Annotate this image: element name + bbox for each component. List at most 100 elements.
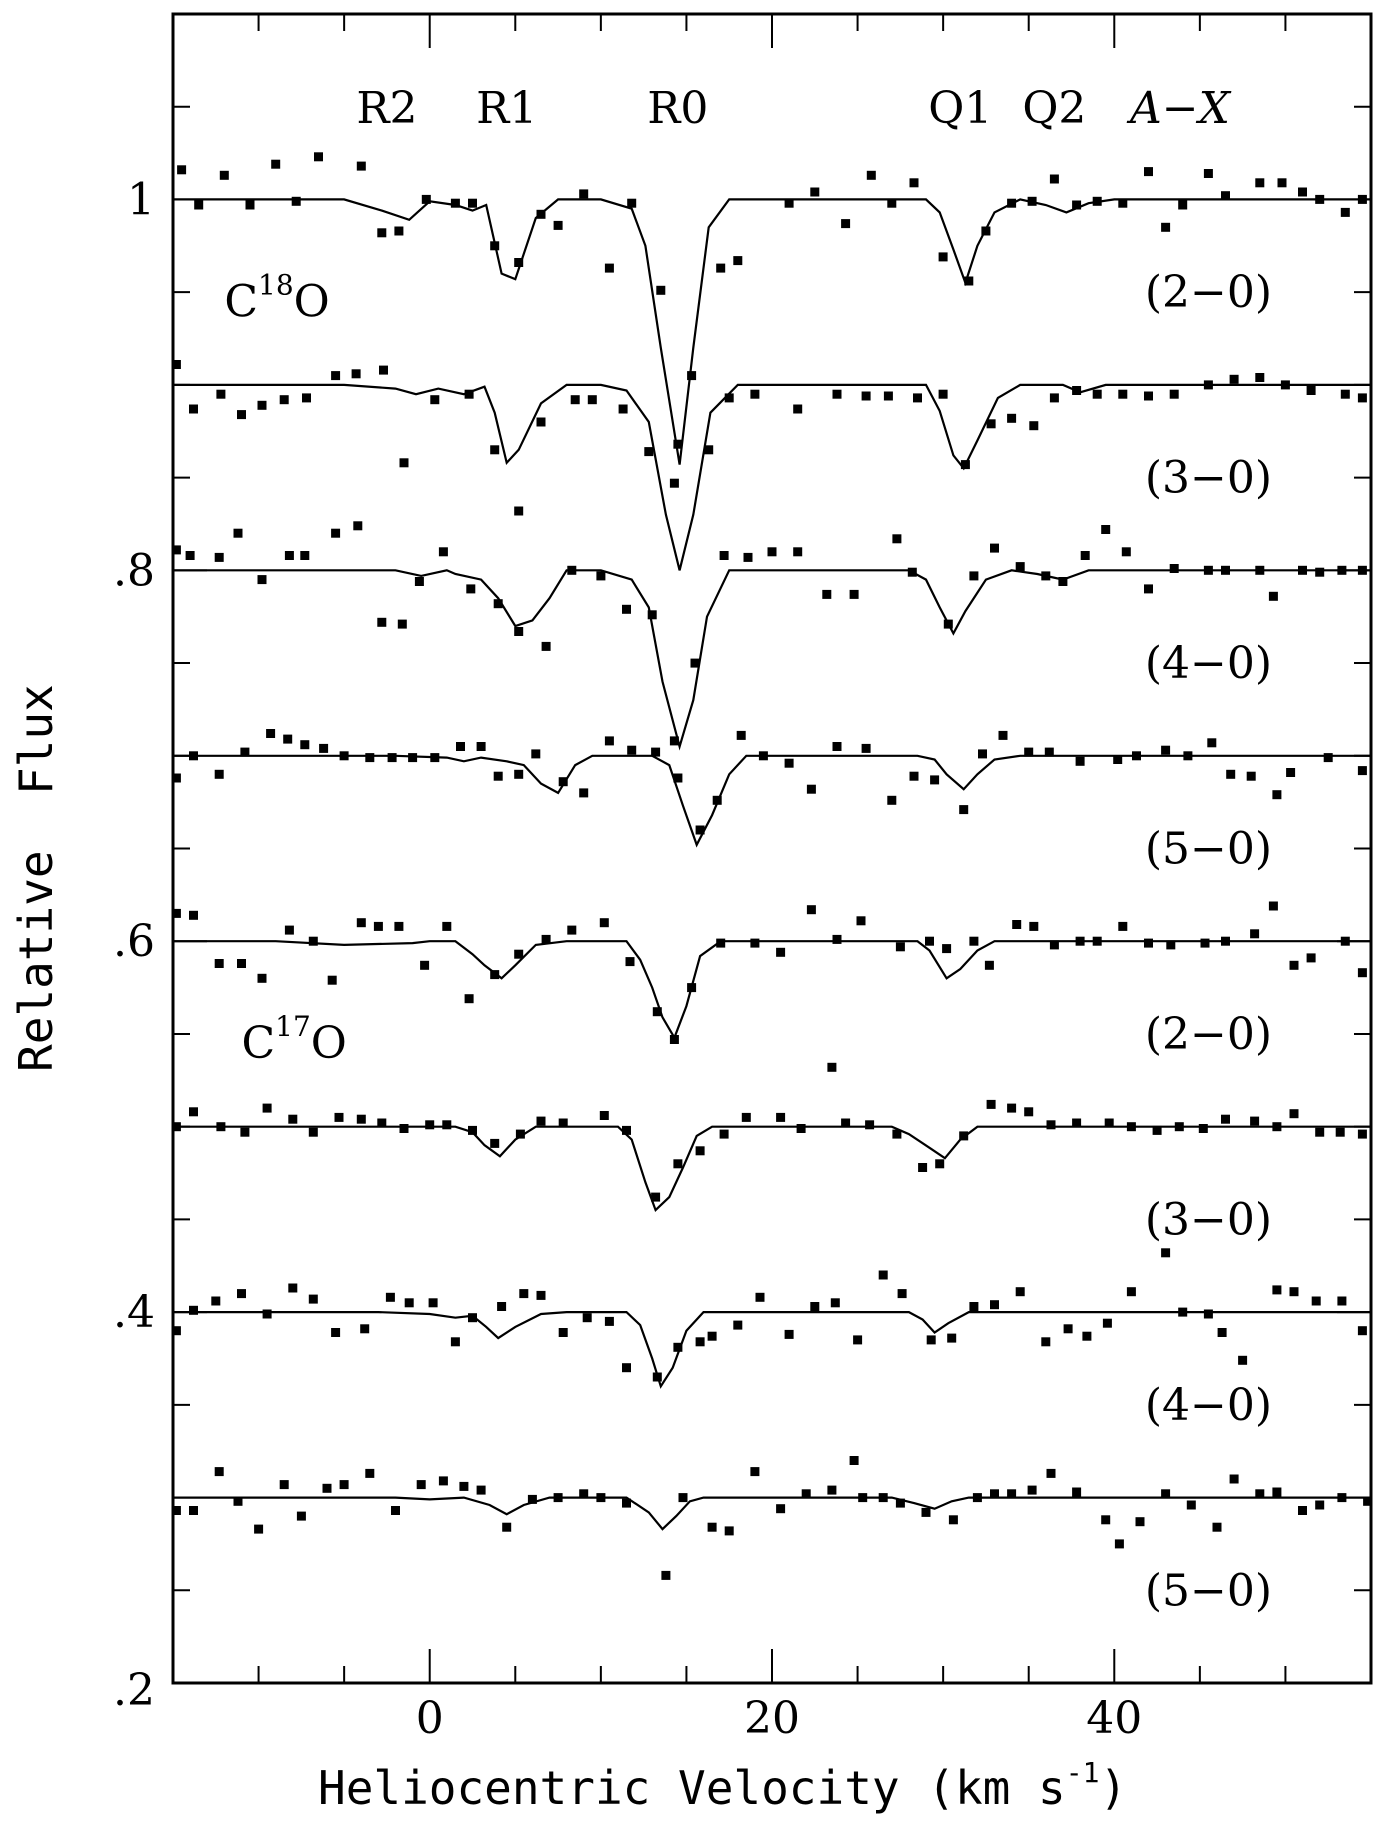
data-point bbox=[1027, 1485, 1037, 1495]
data-point bbox=[719, 1129, 729, 1139]
data-point bbox=[1221, 191, 1230, 201]
data-point bbox=[1311, 1296, 1321, 1306]
data-point bbox=[1221, 936, 1230, 946]
data-point bbox=[673, 1342, 683, 1352]
data-point bbox=[1144, 584, 1153, 594]
data-point bbox=[1024, 1107, 1034, 1117]
data-point bbox=[189, 1506, 198, 1515]
data-point bbox=[1337, 1296, 1347, 1306]
data-point bbox=[322, 1483, 332, 1493]
data-point bbox=[673, 439, 683, 449]
data-point bbox=[399, 458, 409, 468]
data-point bbox=[622, 1125, 631, 1135]
data-point bbox=[1082, 1331, 1092, 1341]
data-point bbox=[1118, 389, 1128, 399]
data-point bbox=[861, 743, 871, 753]
data-point bbox=[861, 391, 871, 401]
data-point bbox=[579, 788, 589, 798]
band-label: (3−0) bbox=[1145, 453, 1272, 504]
data-point bbox=[216, 1122, 226, 1132]
data-point bbox=[373, 921, 383, 931]
data-point bbox=[741, 1112, 751, 1122]
data-point bbox=[887, 795, 897, 805]
data-point bbox=[579, 189, 589, 199]
data-point bbox=[935, 1159, 945, 1169]
data-point bbox=[216, 389, 226, 399]
data-point bbox=[1126, 1287, 1136, 1297]
data-point bbox=[669, 1035, 679, 1044]
data-point bbox=[567, 925, 577, 935]
data-point bbox=[627, 198, 637, 208]
data-point bbox=[1166, 940, 1176, 950]
data-point bbox=[938, 252, 948, 262]
data-point bbox=[189, 1107, 198, 1117]
data-point bbox=[1007, 1103, 1017, 1113]
data-point bbox=[271, 159, 281, 169]
data-point bbox=[194, 200, 204, 210]
data-point bbox=[719, 551, 729, 560]
data-point bbox=[1121, 547, 1131, 557]
band-label: (2−0) bbox=[1145, 1009, 1272, 1060]
data-point bbox=[257, 973, 267, 983]
data-point bbox=[796, 1124, 806, 1133]
line-annotation: R1 bbox=[476, 83, 537, 134]
data-point bbox=[776, 1112, 786, 1122]
data-point bbox=[456, 742, 465, 751]
data-point bbox=[308, 936, 318, 946]
data-point bbox=[1132, 751, 1141, 761]
data-point bbox=[490, 241, 500, 251]
data-point bbox=[377, 617, 387, 627]
data-point bbox=[695, 1337, 705, 1347]
data-point bbox=[1075, 756, 1085, 766]
data-point bbox=[853, 1335, 863, 1345]
tick-labels: 0 20 40 .4 .6 .8 1 .2 bbox=[113, 174, 1142, 1744]
data-point bbox=[1072, 200, 1082, 210]
data-point bbox=[1298, 1506, 1307, 1515]
data-point bbox=[1363, 1496, 1373, 1506]
data-point bbox=[1229, 1474, 1239, 1484]
data-point bbox=[878, 1270, 888, 1280]
data-point bbox=[1337, 1493, 1347, 1503]
data-point bbox=[1072, 1487, 1082, 1497]
data-point bbox=[464, 389, 474, 399]
data-point bbox=[279, 1480, 289, 1490]
data-point bbox=[377, 228, 387, 238]
data-point bbox=[1207, 738, 1217, 748]
band-label: (4−0) bbox=[1145, 1380, 1272, 1431]
data-point bbox=[925, 936, 934, 946]
fit-line bbox=[173, 1311, 1371, 1389]
data-point bbox=[810, 1302, 820, 1311]
data-point bbox=[408, 753, 418, 763]
data-point bbox=[651, 747, 661, 757]
data-point bbox=[237, 410, 246, 420]
data-point bbox=[531, 749, 541, 759]
data-point bbox=[866, 170, 876, 180]
data-point bbox=[822, 589, 832, 599]
data-point bbox=[1255, 1489, 1265, 1499]
data-point bbox=[755, 1292, 765, 1302]
data-point bbox=[1306, 386, 1316, 395]
data-point bbox=[716, 938, 726, 948]
data-point bbox=[1118, 921, 1128, 931]
data-point bbox=[353, 521, 363, 531]
x-tick-label: 40 bbox=[1086, 1693, 1142, 1744]
data-point bbox=[1277, 178, 1287, 188]
data-point bbox=[1092, 389, 1102, 399]
data-point bbox=[1298, 187, 1307, 197]
data-point bbox=[669, 736, 679, 746]
data-point bbox=[1226, 769, 1236, 779]
data-point bbox=[257, 575, 267, 585]
data-point bbox=[948, 1515, 958, 1525]
data-point bbox=[334, 1112, 344, 1122]
data-point bbox=[1315, 1500, 1325, 1510]
data-point bbox=[909, 178, 919, 188]
data-point bbox=[1075, 936, 1085, 946]
data-point bbox=[986, 419, 996, 429]
fit-line bbox=[173, 754, 1371, 848]
data-point bbox=[1169, 389, 1179, 399]
data-point bbox=[998, 730, 1008, 740]
data-point bbox=[502, 1522, 512, 1532]
data-point bbox=[1272, 1285, 1282, 1295]
data-point bbox=[185, 551, 195, 560]
data-point bbox=[913, 393, 922, 403]
